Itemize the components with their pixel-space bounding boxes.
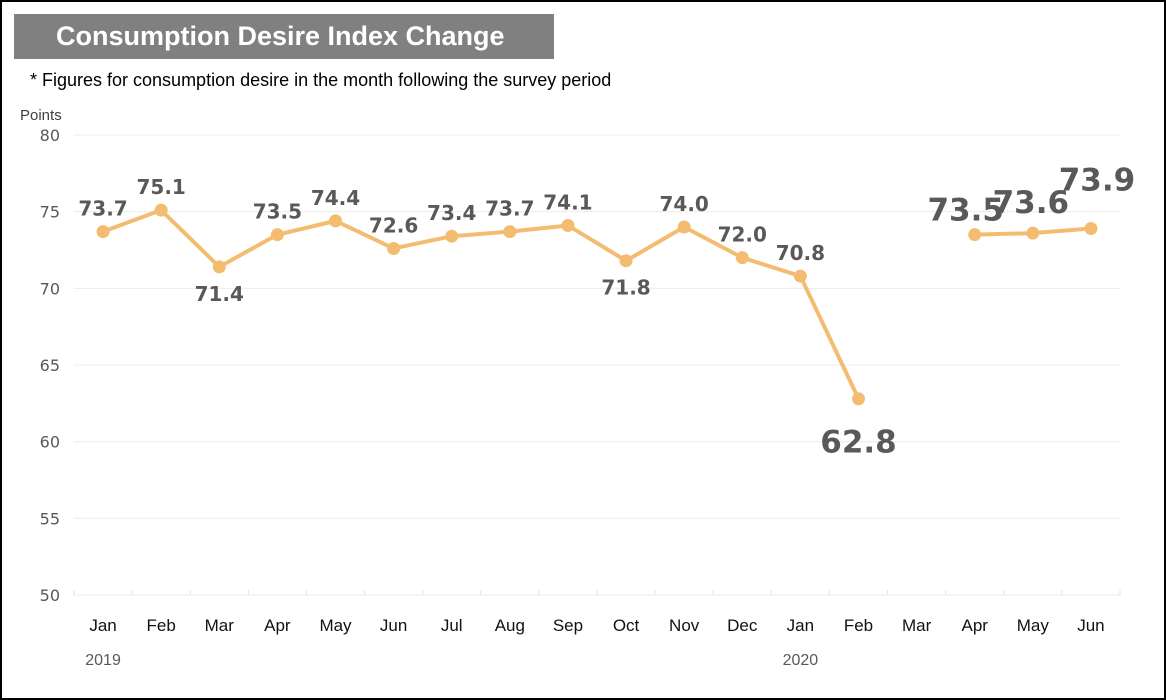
data-point <box>677 220 691 234</box>
x-tick-label: Sep <box>553 616 583 635</box>
data-label: 73.5 <box>927 193 1004 229</box>
year-label: 2020 <box>783 652 819 669</box>
y-tick-label: 75 <box>40 203 60 222</box>
data-label: 74.0 <box>659 192 708 216</box>
data-point <box>1084 222 1098 236</box>
y-axis-unit-label: Points <box>20 107 62 124</box>
data-point <box>735 251 749 265</box>
data-label: 73.5 <box>253 200 302 224</box>
x-tick-label: Nov <box>669 616 700 635</box>
chart-title-box: Consumption Desire Index Change <box>14 14 554 59</box>
data-point <box>1026 226 1040 240</box>
y-tick-label: 60 <box>40 433 60 452</box>
data-label: 73.7 <box>485 197 534 221</box>
data-point <box>212 260 226 274</box>
x-tick-label: Jan <box>787 616 814 635</box>
y-tick-label: 80 <box>40 126 60 145</box>
data-point <box>503 225 517 239</box>
data-point <box>270 228 284 242</box>
data-label: 75.1 <box>136 175 185 199</box>
data-label: 73.6 <box>993 185 1070 221</box>
x-tick-label: Oct <box>613 616 640 635</box>
x-tick-label: May <box>319 616 352 635</box>
data-point <box>968 228 982 242</box>
data-label: 73.4 <box>427 201 476 225</box>
data-label: 72.6 <box>369 213 418 237</box>
year-label: 2019 <box>85 652 121 669</box>
x-tick-label: Dec <box>727 616 758 635</box>
x-tick-label: Mar <box>205 616 235 635</box>
x-tick-label: May <box>1017 616 1050 635</box>
x-tick-label: Mar <box>902 616 932 635</box>
data-point <box>96 225 110 239</box>
x-tick-label: Feb <box>147 616 176 635</box>
data-point <box>561 218 575 232</box>
x-tick-label: Jun <box>380 616 407 635</box>
data-point <box>619 254 633 268</box>
x-tick-label: Jan <box>89 616 116 635</box>
data-label: 74.1 <box>543 190 592 214</box>
series-line <box>102 208 861 400</box>
data-label: 72.0 <box>718 223 767 247</box>
x-tick-label: Jul <box>441 616 463 635</box>
data-point <box>387 241 401 255</box>
data-label: 74.4 <box>311 186 360 210</box>
data-point <box>154 203 168 217</box>
data-label: 73.7 <box>78 197 127 221</box>
data-label: 71.8 <box>601 276 650 300</box>
x-tick-label: Aug <box>495 616 525 635</box>
y-tick-label: 50 <box>40 586 60 605</box>
x-tick-label: Apr <box>961 616 988 635</box>
data-point <box>329 214 342 228</box>
y-tick-label: 70 <box>40 279 60 298</box>
data-point <box>445 229 459 243</box>
data-label: 62.8 <box>820 425 897 461</box>
data-label: 73.9 <box>1059 163 1136 199</box>
y-tick-label: 55 <box>40 509 60 528</box>
chart-title: Consumption Desire Index Change <box>56 21 505 51</box>
data-point <box>793 269 807 283</box>
y-tick-label: 65 <box>40 356 60 375</box>
x-tick-label: Apr <box>264 616 291 635</box>
chart-subtitle: * Figures for consumption desire in the … <box>30 70 612 90</box>
x-tick-label: Jun <box>1077 616 1104 635</box>
x-tick-label: Feb <box>844 616 873 635</box>
data-label: 71.4 <box>195 282 244 306</box>
data-label: 70.8 <box>776 241 825 265</box>
data-point <box>852 392 865 406</box>
